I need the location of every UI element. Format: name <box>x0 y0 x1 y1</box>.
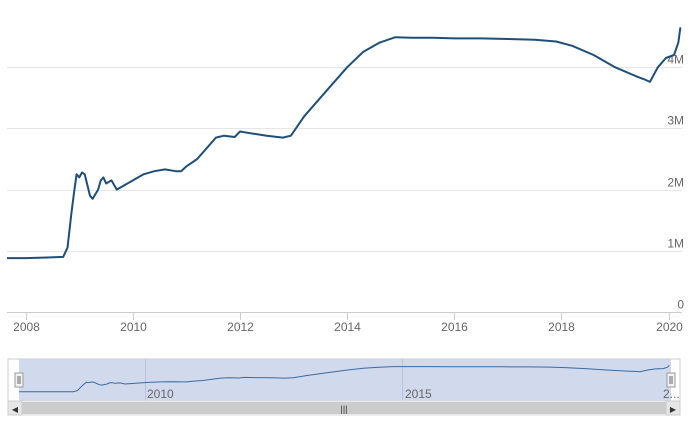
x-tick-label: 2016 <box>441 320 468 334</box>
y-tick-label: 3M <box>667 114 684 128</box>
x-tick-label: 2012 <box>227 320 254 334</box>
navigator-tick-label-2010: 2010 <box>147 387 174 401</box>
gridlines <box>7 67 682 313</box>
y-tick-label: 0 <box>677 298 684 312</box>
y-axis-ticks: 0 1M 2M 3M 4M <box>667 53 684 312</box>
scrollbar-right-button[interactable] <box>665 400 681 416</box>
navigator-tick-label-2015: 2015 <box>405 387 432 401</box>
y-tick-label: 2M <box>667 176 684 190</box>
scrollbar-left-arrow-icon: ◀ <box>12 405 19 414</box>
navigator-right-handle[interactable] <box>666 372 676 388</box>
x-tick-label: 2018 <box>548 320 575 334</box>
scrollbar-left-button[interactable] <box>7 400 23 416</box>
series-line <box>7 27 682 260</box>
x-tick-label: 2008 <box>13 320 40 334</box>
navigator[interactable]: 2010 2015 2... <box>7 358 681 402</box>
scrollbar-grip-icon: ||| <box>340 404 347 414</box>
x-axis: 2008 2010 2012 2014 2016 2018 2020 <box>7 312 683 334</box>
scrollbar-thumb[interactable] <box>22 402 666 414</box>
navigator-gridlines <box>145 359 403 401</box>
navigator-selection-mask[interactable] <box>19 359 671 401</box>
series-layer <box>7 27 682 260</box>
y-tick-label: 4M <box>667 53 684 67</box>
navigator-series-line <box>19 365 670 393</box>
scrollbar-right-arrow-icon: ▶ <box>670 405 677 414</box>
x-tick-label: 2014 <box>334 320 361 334</box>
scrollbar[interactable]: ◀ ▶ ||| <box>7 400 681 416</box>
navigator-left-handle[interactable] <box>14 372 24 388</box>
navigator-tick-label-end: 2... <box>663 387 680 401</box>
x-tick-label: 2010 <box>120 320 147 334</box>
y-tick-label: 1M <box>667 237 684 251</box>
x-tick-label: 2020 <box>656 320 683 334</box>
